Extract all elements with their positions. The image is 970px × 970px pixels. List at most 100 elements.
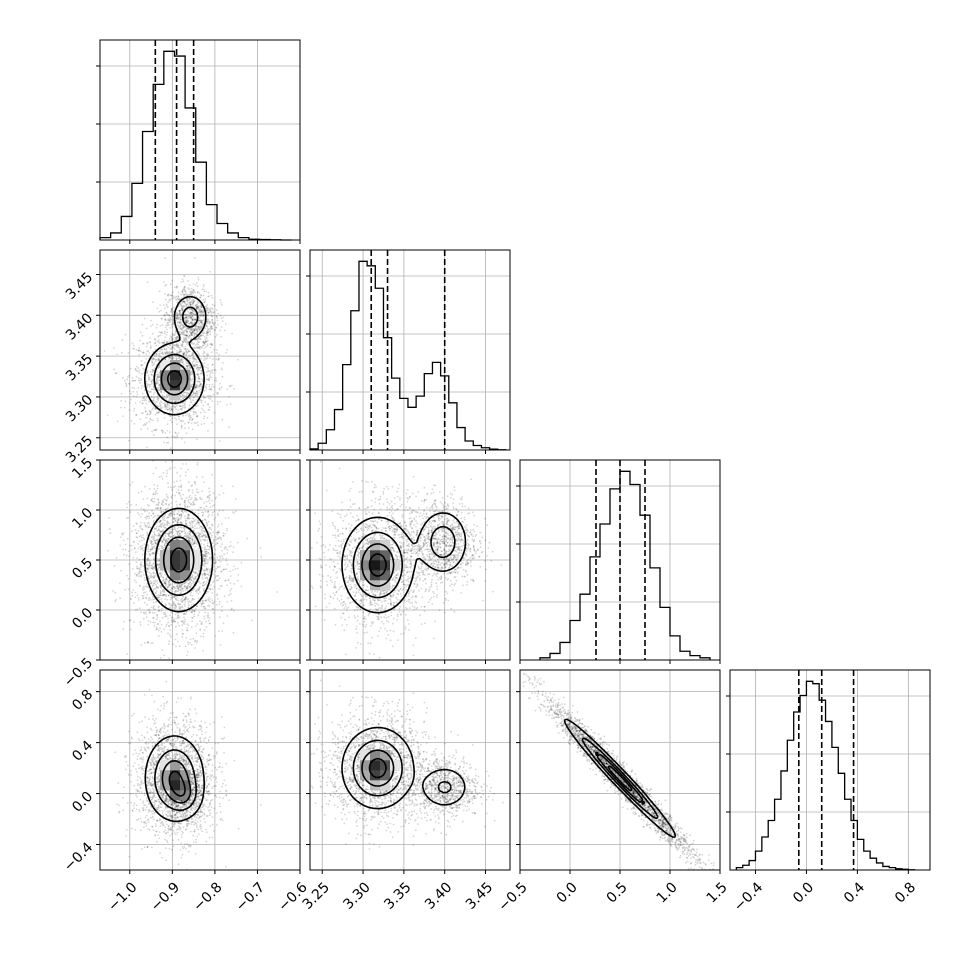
scatter-point (202, 527, 205, 529)
scatter-point (165, 341, 168, 343)
scatter-point (183, 329, 186, 332)
scatter-point (180, 590, 183, 593)
scatter-point (152, 434, 155, 436)
scatter-point (187, 427, 190, 429)
scatter-point (201, 532, 204, 534)
scatter-point (219, 400, 222, 403)
scatter-point (168, 406, 171, 409)
scatter-point (179, 588, 182, 591)
scatter-point (229, 403, 232, 405)
scatter-point (191, 491, 194, 494)
scatter-point (203, 629, 206, 631)
scatter-point (205, 366, 208, 368)
scatter-point (204, 305, 207, 307)
scatter-point (197, 405, 199, 407)
panel-frame (99, 249, 301, 451)
scatter-point (153, 537, 155, 540)
scatter-point (122, 628, 125, 631)
scatter-point (116, 353, 119, 356)
scatter-point (168, 299, 171, 302)
scatter-point (186, 300, 189, 303)
scatter-point (180, 515, 183, 518)
scatter-point (181, 361, 184, 364)
scatter-point (182, 582, 184, 585)
scatter-point (126, 537, 129, 540)
scatter-point (177, 297, 180, 300)
scatter-point (152, 552, 155, 555)
scatter-point (159, 519, 162, 522)
scatter-point (216, 538, 219, 540)
scatter-point (130, 419, 133, 422)
scatter-point (190, 316, 192, 319)
scatter-point (174, 286, 176, 289)
scatter-point (185, 328, 188, 331)
scatter-point (175, 530, 178, 532)
scatter-point (222, 361, 224, 364)
scatter-point (153, 355, 156, 357)
scatter-point (191, 329, 194, 332)
scatter-point (231, 511, 234, 513)
scatter-point (183, 325, 186, 327)
scatter-point (201, 511, 203, 514)
scatter-point (159, 530, 162, 533)
scatter-point (158, 310, 161, 313)
scatter-point (147, 544, 149, 546)
scatter-point (113, 564, 116, 567)
scatter-point (209, 370, 211, 373)
scatter-point (139, 563, 142, 566)
scatter-point (164, 580, 167, 583)
scatter-point (156, 370, 159, 373)
scatter-point (190, 611, 193, 613)
scatter-point (198, 292, 201, 294)
scatter-point (204, 560, 207, 562)
scatter-point (185, 315, 188, 318)
scatter-point (162, 519, 165, 521)
scatter-point (194, 326, 197, 329)
scatter-point (122, 415, 125, 417)
scatter-point (185, 321, 188, 324)
scatter-point (197, 377, 200, 380)
scatter-point (115, 372, 118, 375)
scatter-point (180, 322, 183, 325)
scatter-point (203, 562, 206, 565)
scatter-point (178, 583, 181, 586)
scatter-point (184, 605, 186, 607)
scatter-point (197, 347, 199, 349)
scatter-point (240, 585, 243, 588)
scatter-point (216, 352, 218, 354)
scatter-point (176, 313, 179, 316)
scatter-point (170, 400, 173, 403)
scatter-point (172, 486, 175, 489)
scatter-point (170, 408, 173, 410)
scatter-point (211, 523, 213, 526)
scatter-point (150, 380, 153, 382)
scatter-point (216, 525, 219, 528)
scatter-point (212, 311, 215, 314)
scatter-point (176, 471, 179, 474)
scatter-point (211, 524, 214, 527)
scatter-point (186, 330, 189, 333)
scatter-point (163, 348, 166, 351)
scatter-point (173, 527, 176, 530)
scatter-point (215, 568, 218, 570)
scatter-point (156, 614, 159, 616)
scatter-point (166, 586, 169, 589)
scatter-point (187, 364, 190, 367)
scatter-point (184, 599, 186, 601)
scatter-point (194, 394, 197, 397)
scatter-point (156, 539, 159, 542)
scatter-point (145, 327, 148, 330)
scatter-point (146, 342, 148, 344)
scatter-point (199, 383, 202, 386)
scatter-point (177, 587, 180, 590)
scatter-point (153, 386, 155, 389)
scatter-point (157, 411, 160, 414)
scatter-point (194, 537, 196, 540)
scatter-point (224, 579, 227, 582)
scatter-point (178, 346, 181, 349)
scatter-point (202, 635, 205, 638)
scatter-point (158, 547, 161, 550)
scatter-point (197, 320, 200, 322)
scatter-point (202, 352, 205, 355)
scatter-point (172, 619, 175, 622)
